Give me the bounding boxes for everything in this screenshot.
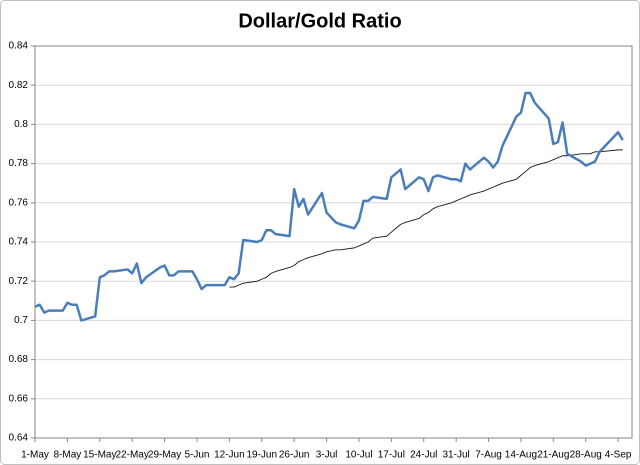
x-tick-label: 14-Aug — [505, 450, 537, 461]
plot-border — [34, 45, 633, 439]
y-tick-label: 0.7 — [14, 315, 28, 326]
y-tick-label: 0.64 — [9, 433, 29, 444]
x-tick-label: 19-Jun — [246, 450, 277, 461]
y-tick-label: 0.8 — [14, 119, 28, 130]
x-tick-label: 12-Jun — [214, 450, 245, 461]
y-tick-label: 0.84 — [9, 41, 29, 52]
x-tick-label: 3-Jul — [316, 450, 338, 461]
x-tick-label: 29-May — [148, 450, 181, 461]
x-tick-label: 7-Aug — [475, 450, 502, 461]
x-tick-label: 21-Aug — [537, 450, 569, 461]
x-tick-label: 31-Jul — [443, 450, 470, 461]
chart-title: Dollar/Gold Ratio — [238, 10, 401, 32]
y-tick-label: 0.74 — [9, 237, 29, 248]
x-tick-label: 4-Sep — [605, 450, 632, 461]
x-tick-label: 8-May — [53, 450, 81, 461]
x-tick-label: 1-May — [21, 450, 49, 461]
y-tick-label: 0.72 — [9, 276, 29, 287]
x-tick-label: 22-May — [116, 450, 149, 461]
y-tick-label: 0.82 — [9, 80, 29, 91]
x-tick-label: 10-Jul — [345, 450, 372, 461]
y-tick-label: 0.66 — [9, 393, 29, 404]
y-tick-label: 0.78 — [9, 158, 29, 169]
x-tick-label: 24-Jul — [410, 450, 437, 461]
x-tick-label: 26-Jun — [279, 450, 310, 461]
y-tick-label: 0.76 — [9, 197, 29, 208]
data-line — [229, 149, 623, 288]
x-tick-label: 15-May — [83, 450, 116, 461]
data-line — [34, 91, 624, 322]
x-tick-label: 5-Jun — [184, 450, 209, 461]
y-tick-label: 0.68 — [9, 354, 29, 365]
x-tick-label: 28-Aug — [570, 450, 602, 461]
x-tick-label: 17-Jul — [378, 450, 405, 461]
